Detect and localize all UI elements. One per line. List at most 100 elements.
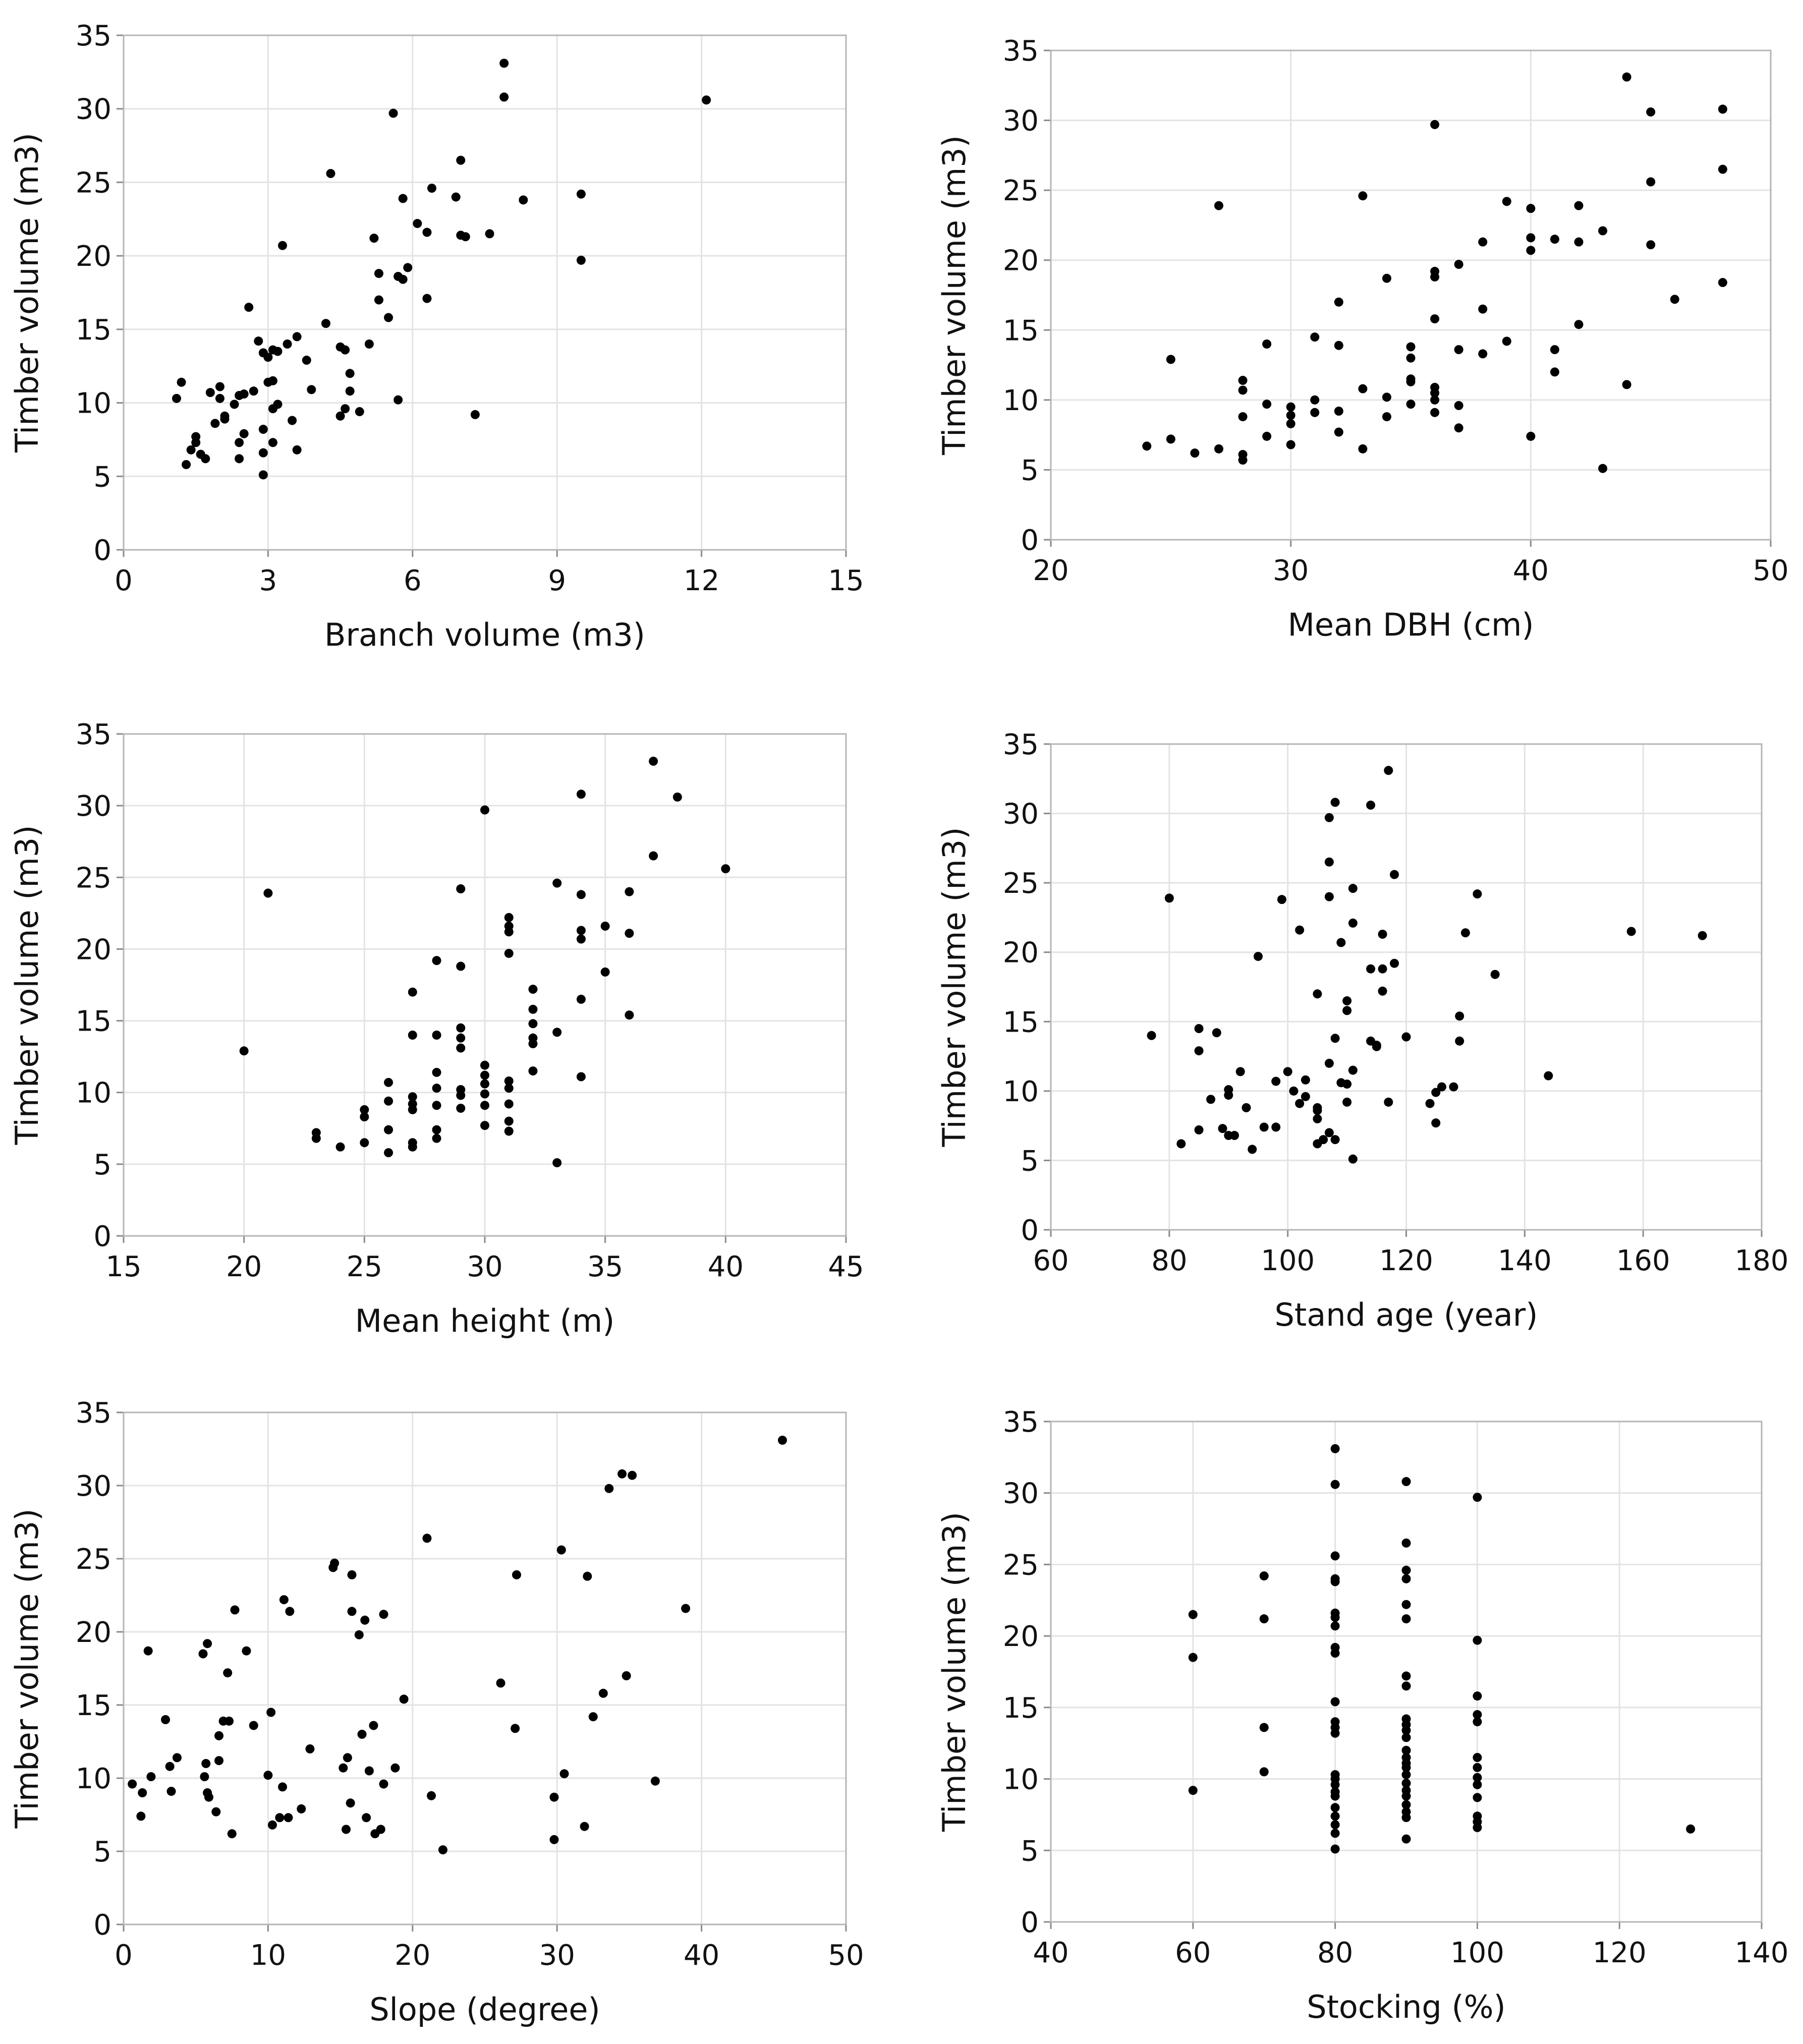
y-tick-label: 10 xyxy=(76,387,111,420)
data-point xyxy=(268,376,277,385)
data-point xyxy=(263,353,273,362)
data-point xyxy=(1229,1130,1239,1140)
data-point xyxy=(1460,928,1470,938)
data-point xyxy=(1425,1099,1435,1108)
data-point xyxy=(1330,1649,1340,1658)
y-tick-label: 20 xyxy=(1003,1620,1039,1653)
data-point xyxy=(504,921,514,931)
y-tick-label: 35 xyxy=(76,20,111,52)
data-point xyxy=(1406,353,1416,363)
x-tick-label: 40 xyxy=(684,1939,719,1972)
data-point xyxy=(1324,1058,1334,1068)
data-point xyxy=(1164,893,1174,903)
plot-frame xyxy=(123,34,847,551)
data-point xyxy=(165,1762,175,1771)
data-point xyxy=(576,926,586,935)
data-point xyxy=(672,792,682,802)
data-point xyxy=(1286,419,1295,428)
data-point xyxy=(617,1469,627,1479)
x-tick-label: 120 xyxy=(1593,1937,1647,1969)
data-point xyxy=(1310,408,1320,417)
data-point xyxy=(1166,355,1175,364)
y-tick-label: 25 xyxy=(76,1543,111,1576)
data-point xyxy=(456,1085,466,1095)
data-point xyxy=(384,1148,393,1158)
data-point xyxy=(399,1694,409,1704)
data-point xyxy=(1430,395,1440,405)
data-point xyxy=(172,1753,182,1763)
data-point xyxy=(360,1105,369,1114)
y-tick-label: 25 xyxy=(1003,175,1039,207)
data-point xyxy=(438,1845,447,1855)
data-point xyxy=(649,757,658,766)
x-tick-label: 12 xyxy=(684,564,719,597)
data-point xyxy=(432,1067,441,1077)
data-point xyxy=(369,234,379,243)
data-point xyxy=(622,1671,631,1680)
x-tick-label: 3 xyxy=(259,564,277,597)
data-point xyxy=(1490,970,1500,979)
data-point xyxy=(1330,1480,1340,1489)
data-point xyxy=(1454,423,1463,433)
y-tick-label: 35 xyxy=(76,718,111,751)
data-point xyxy=(1401,1538,1411,1548)
x-axis-title: Branch volume (m3) xyxy=(324,616,645,653)
data-point xyxy=(235,438,244,447)
data-point xyxy=(342,1825,351,1834)
data-point xyxy=(1330,1829,1340,1838)
data-point xyxy=(625,887,634,896)
x-tick-label: 50 xyxy=(828,1939,864,1972)
scatter-panel-stand-age: 60 80 100 120 140 160 180 0 5 10 15 20 25 30 35 Stand a… xyxy=(936,728,1788,1333)
data-point xyxy=(1358,191,1368,201)
data-point xyxy=(203,1639,212,1649)
data-point xyxy=(528,1066,538,1076)
data-point xyxy=(1235,1067,1245,1076)
data-point xyxy=(1502,336,1511,346)
data-point xyxy=(600,967,610,977)
data-point xyxy=(1348,918,1358,928)
data-point xyxy=(1455,1036,1464,1046)
y-tick-label: 35 xyxy=(76,1397,111,1430)
data-point xyxy=(1188,1786,1198,1795)
data-point xyxy=(413,219,422,229)
data-point xyxy=(1626,927,1636,936)
data-point xyxy=(230,1605,240,1615)
y-tick-label: 15 xyxy=(1003,1006,1039,1039)
data-point xyxy=(480,1079,489,1089)
data-point xyxy=(161,1715,171,1724)
data-point xyxy=(136,1811,146,1821)
data-point xyxy=(649,851,658,861)
data-point xyxy=(456,1023,466,1033)
data-point xyxy=(504,948,514,958)
y-tick-label: 10 xyxy=(1003,384,1039,417)
data-point xyxy=(1348,1065,1358,1075)
y-tick-label: 20 xyxy=(76,1616,111,1649)
y-tick-label: 15 xyxy=(1003,1692,1039,1725)
y-tick-label: 0 xyxy=(93,1220,111,1253)
data-point xyxy=(1526,431,1536,441)
data-point xyxy=(172,393,182,403)
data-point xyxy=(278,241,288,250)
data-point xyxy=(1313,1103,1322,1112)
data-point xyxy=(1454,345,1463,355)
data-point xyxy=(1455,1011,1464,1021)
x-tick-label: 120 xyxy=(1379,1244,1433,1277)
data-point xyxy=(422,228,432,237)
data-point xyxy=(1289,1086,1299,1096)
data-point xyxy=(191,432,201,441)
data-point xyxy=(360,1138,369,1148)
data-point xyxy=(1330,1577,1340,1586)
data-point xyxy=(1401,1733,1411,1742)
data-point xyxy=(604,1484,614,1493)
data-point xyxy=(528,1004,538,1014)
data-point xyxy=(1310,332,1320,342)
data-point xyxy=(1330,1551,1340,1561)
x-tick-label: 10 xyxy=(250,1939,286,1972)
data-point xyxy=(347,1570,357,1579)
data-point xyxy=(346,1798,355,1808)
y-tick-label: 15 xyxy=(1003,314,1039,347)
data-point xyxy=(576,255,586,265)
data-point xyxy=(480,805,489,815)
x-tick-label: 20 xyxy=(226,1251,262,1283)
data-point xyxy=(1401,1726,1411,1735)
